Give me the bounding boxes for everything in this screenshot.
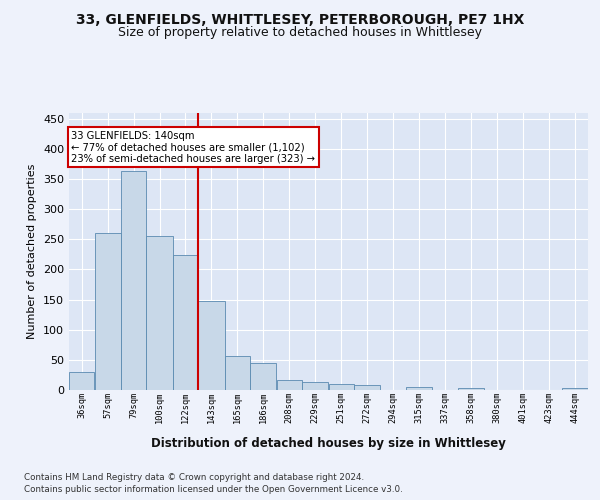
Bar bbox=[562, 388, 588, 390]
Bar bbox=[329, 384, 353, 390]
Text: Distribution of detached houses by size in Whittlesey: Distribution of detached houses by size … bbox=[151, 438, 506, 450]
Text: Contains HM Land Registry data © Crown copyright and database right 2024.: Contains HM Land Registry data © Crown c… bbox=[24, 472, 364, 482]
Bar bbox=[302, 382, 328, 390]
Bar bbox=[69, 372, 94, 390]
Bar bbox=[406, 387, 432, 390]
Bar bbox=[354, 385, 380, 390]
Bar bbox=[95, 233, 121, 390]
Bar bbox=[121, 171, 146, 390]
Text: 33, GLENFIELDS, WHITTLESEY, PETERBOROUGH, PE7 1HX: 33, GLENFIELDS, WHITTLESEY, PETERBOROUGH… bbox=[76, 12, 524, 26]
Bar bbox=[173, 255, 198, 390]
Bar bbox=[199, 300, 224, 390]
Text: Contains public sector information licensed under the Open Government Licence v3: Contains public sector information licen… bbox=[24, 485, 403, 494]
Text: 33 GLENFIELDS: 140sqm
← 77% of detached houses are smaller (1,102)
23% of semi-d: 33 GLENFIELDS: 140sqm ← 77% of detached … bbox=[71, 130, 316, 164]
Bar bbox=[277, 380, 302, 390]
Y-axis label: Number of detached properties: Number of detached properties bbox=[28, 164, 37, 339]
Bar bbox=[146, 236, 173, 390]
Bar bbox=[250, 364, 277, 390]
Bar bbox=[458, 388, 484, 390]
Bar bbox=[225, 356, 250, 390]
Text: Size of property relative to detached houses in Whittlesey: Size of property relative to detached ho… bbox=[118, 26, 482, 39]
